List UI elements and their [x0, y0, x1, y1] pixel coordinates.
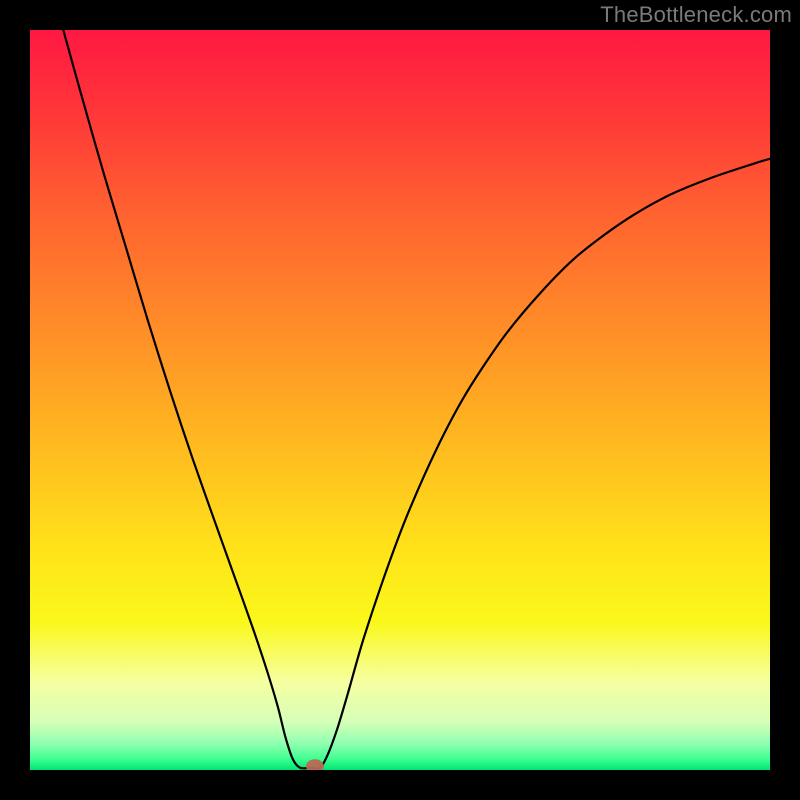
site-watermark: TheBottleneck.com	[600, 2, 792, 28]
chart-container: TheBottleneck.com	[0, 0, 800, 800]
chart-svg	[0, 0, 800, 800]
gradient-background	[30, 30, 770, 770]
